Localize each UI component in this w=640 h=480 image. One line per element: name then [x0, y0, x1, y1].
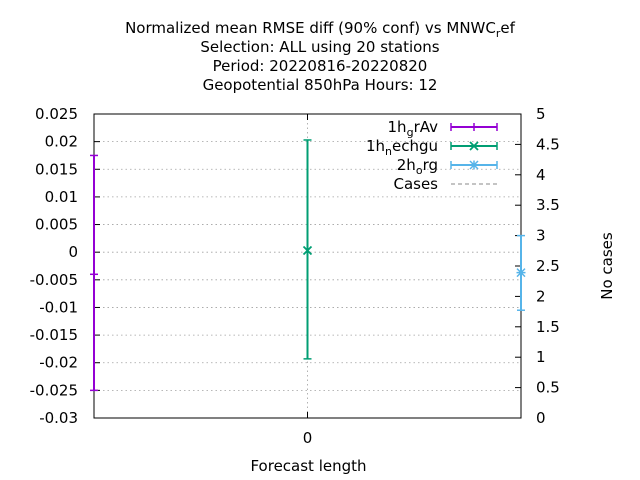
y2-tick-label: 3: [536, 227, 546, 245]
series-layer: [90, 139, 526, 392]
series-1h_nechgu: [302, 139, 313, 360]
y2-tick-label: 0: [536, 409, 546, 427]
y2-tick-label: 1: [536, 348, 546, 366]
title-line: Selection: ALL using 20 stations: [200, 38, 439, 56]
y-tick-label: -0.005: [30, 271, 78, 289]
y2-tick-label: 1.5: [536, 318, 560, 336]
y-tick-label: 0.01: [45, 188, 78, 206]
y2-axis: 5 4.5 4 3.5 3 2.5 2 1.5 1 0.5 0: [515, 105, 560, 427]
y2-tick-label: 0.5: [536, 379, 560, 397]
x-axis: 0: [303, 114, 313, 447]
data-point: [516, 268, 526, 278]
y-tick-label: 0.025: [35, 105, 78, 123]
legend-label: 2horg: [397, 156, 438, 177]
y-tick-label: -0.03: [39, 409, 78, 427]
y2-tick-label: 2: [536, 287, 546, 305]
series-1h_grAv: [90, 154, 98, 392]
y2-tick-label: 3.5: [536, 196, 560, 214]
y-tick-label: 0: [68, 243, 78, 261]
y-tick-label: -0.02: [39, 354, 78, 372]
y-tick-label: 0.015: [35, 160, 78, 178]
grid: [94, 114, 521, 418]
x-tick-label: 0: [303, 429, 313, 447]
legend-marker: [469, 141, 479, 151]
legend-item: 1hgrAv: [388, 118, 498, 139]
y-tick-label: 0.02: [45, 133, 78, 151]
y-tick-label: -0.025: [30, 381, 78, 399]
y-axis: 0.025 0.02 0.015 0.01 0.005 0 -0.005 -0.01 -0.01…: [30, 105, 100, 427]
legend-label: 1hnechgu: [366, 137, 438, 158]
y2-tick-label: 2.5: [536, 257, 560, 275]
y2-axis-label: No cases: [598, 232, 616, 300]
y2-tick-label: 4.5: [536, 135, 560, 153]
legend-label: 1hgrAv: [388, 118, 439, 139]
legend-item: Cases: [393, 175, 497, 193]
legend-item: 1hnechgu: [366, 137, 498, 158]
y-tick-label: -0.01: [39, 298, 78, 316]
x-axis-label: Forecast length: [250, 457, 366, 475]
y2-tick-label: 4: [536, 166, 546, 184]
legend-label: Cases: [393, 175, 438, 193]
y2-tick-label: 5: [536, 105, 546, 123]
data-point: [302, 245, 313, 256]
y-tick-label: 0.005: [35, 216, 78, 234]
series-2h_org: [516, 234, 526, 311]
legend-item: 2horg: [397, 156, 498, 177]
y-tick-label: -0.015: [30, 326, 78, 344]
title-line: Period: 20220816-20220820: [213, 57, 428, 75]
legend-marker: [469, 160, 479, 170]
title-line: Normalized mean RMSE diff (90% conf) vs …: [125, 19, 516, 40]
title-line: Geopotential 850hPa Hours: 12: [203, 76, 438, 94]
chart-title: Normalized mean RMSE diff (90% conf) vs …: [125, 19, 516, 94]
